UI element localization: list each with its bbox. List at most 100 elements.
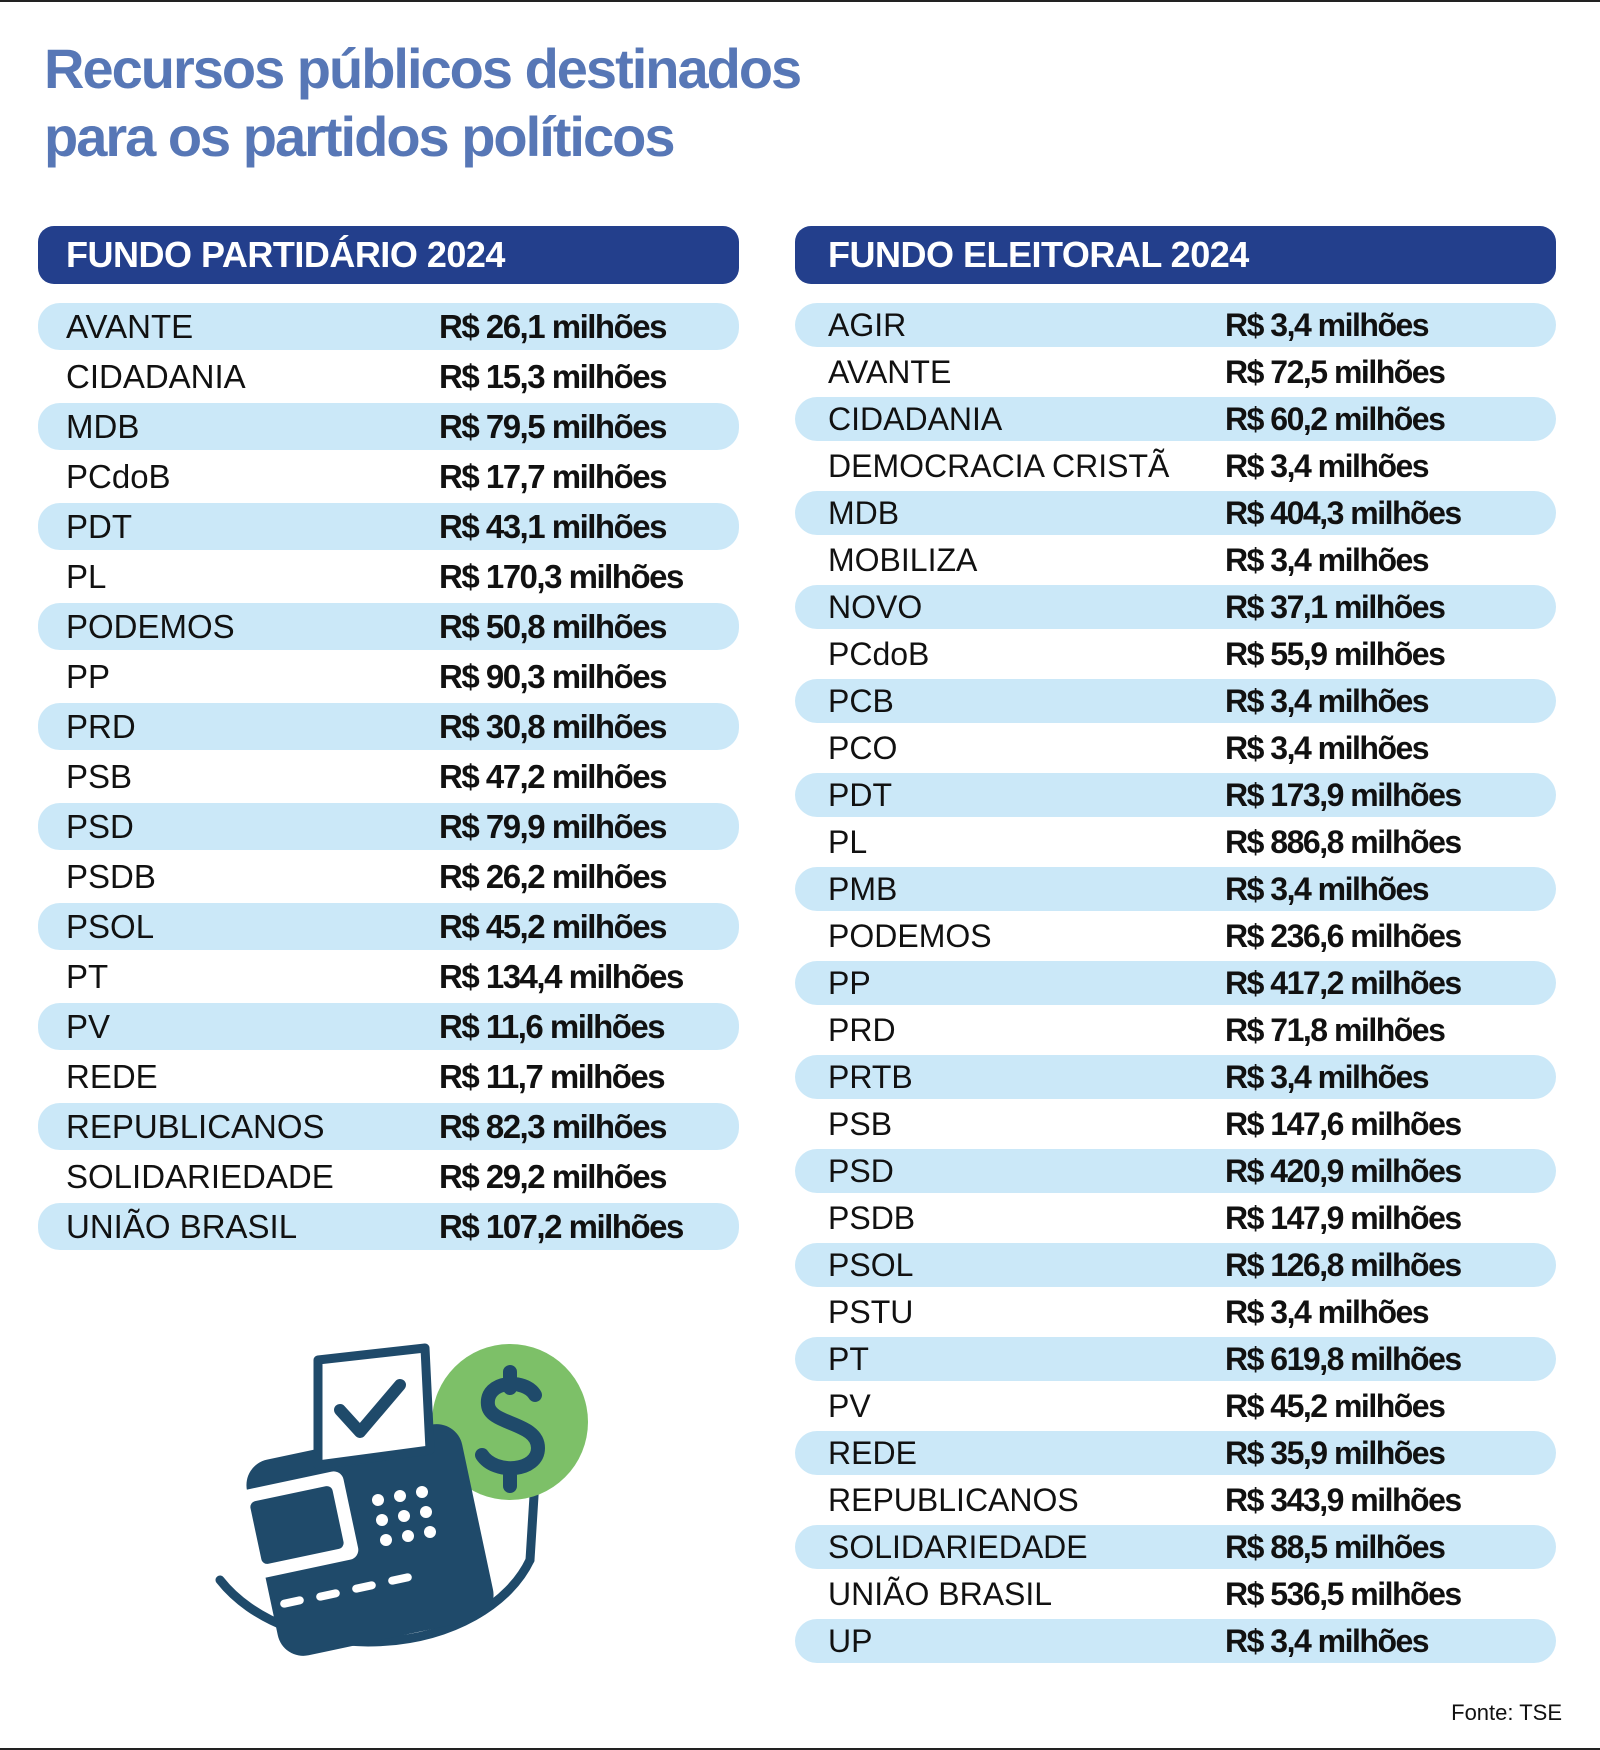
amount: R$ 79,9 milhões — [439, 808, 667, 845]
party-name: PSDB — [828, 1200, 916, 1236]
party-name: AGIR — [828, 307, 907, 343]
table-row: PODEMOS R$ 236,6 milhões — [795, 914, 1556, 958]
table-row: PSB R$ 47,2 milhões — [38, 753, 739, 800]
amount: R$ 343,9 milhões — [1225, 1482, 1462, 1518]
party-name: PSTU — [828, 1294, 914, 1330]
amount: R$ 417,2 milhões — [1225, 965, 1462, 1001]
table-row: PDT R$ 173,9 milhões — [795, 773, 1556, 817]
amount: R$ 536,5 milhões — [1225, 1576, 1462, 1612]
ballot-icon — [215, 1343, 588, 1656]
table-row: PSTU R$ 3,4 milhões — [795, 1290, 1556, 1334]
amount: R$ 55,9 milhões — [1225, 636, 1446, 672]
party-name: PMB — [828, 871, 898, 907]
party-name: PODEMOS — [828, 918, 992, 954]
table-row: PSOL R$ 126,8 milhões — [795, 1243, 1556, 1287]
amount: R$ 3,4 milhões — [1225, 542, 1430, 578]
table-row: UNIÃO BRASIL R$ 536,5 milhões — [795, 1572, 1556, 1616]
title-line: Recursos públicos destinados — [44, 37, 802, 100]
table-row: PL R$ 170,3 milhões — [38, 553, 739, 600]
amount: R$ 50,8 milhões — [439, 608, 667, 645]
party-name: PDT — [828, 777, 892, 813]
amount: R$ 26,2 milhões — [439, 858, 667, 895]
table-row: SOLIDARIEDADE R$ 29,2 milhões — [38, 1153, 739, 1200]
party-name: DEMOCRACIA CRISTÃ — [828, 448, 1170, 484]
table-row: NOVO R$ 37,1 milhões — [795, 585, 1556, 629]
table-row: PSD R$ 79,9 milhões — [38, 803, 739, 850]
party-name: PRD — [828, 1012, 896, 1048]
amount: R$ 3,4 milhões — [1225, 448, 1430, 484]
party-name: PSB — [828, 1106, 893, 1142]
party-name: PV — [828, 1388, 871, 1424]
amount: R$ 45,2 milhões — [439, 908, 667, 945]
party-name: NOVO — [828, 589, 923, 625]
table-row: CIDADANIA R$ 60,2 milhões — [795, 397, 1556, 441]
amount: R$ 3,4 milhões — [1225, 871, 1430, 907]
party-name: AVANTE — [66, 308, 194, 345]
amount: R$ 3,4 milhões — [1225, 307, 1430, 343]
amount: R$ 71,8 milhões — [1225, 1012, 1446, 1048]
amount: R$ 886,8 milhões — [1225, 824, 1462, 860]
amount: R$ 43,1 milhões — [439, 508, 667, 545]
table-row: UP R$ 3,4 milhões — [795, 1619, 1556, 1663]
party-name: REPUBLICANOS — [66, 1108, 325, 1145]
party-name: REDE — [66, 1058, 158, 1095]
party-name: PRTB — [828, 1059, 913, 1095]
amount: R$ 147,6 milhões — [1225, 1106, 1462, 1142]
amount: R$ 236,6 milhões — [1225, 918, 1462, 954]
table-header: FUNDO PARTIDÁRIO 2024 — [38, 226, 739, 284]
amount: R$ 88,5 milhões — [1225, 1529, 1446, 1565]
party-name: MDB — [828, 495, 900, 531]
amount: R$ 17,7 milhões — [439, 458, 667, 495]
table-row: PCdoB R$ 17,7 milhões — [38, 453, 739, 500]
amount: R$ 30,8 milhões — [439, 708, 667, 745]
party-name: SOLIDARIEDADE — [828, 1529, 1088, 1565]
party-name: PSOL — [828, 1247, 914, 1283]
table-row: PRD R$ 30,8 milhões — [38, 703, 739, 750]
party-name: UP — [828, 1623, 873, 1659]
amount: R$ 173,9 milhões — [1225, 777, 1462, 813]
party-name: REDE — [828, 1435, 917, 1471]
source-note: Fonte: TSE — [1451, 1700, 1562, 1725]
table-row: REDE R$ 11,7 milhões — [38, 1053, 739, 1100]
party-name: SOLIDARIEDADE — [66, 1158, 334, 1195]
amount: R$ 35,9 milhões — [1225, 1435, 1446, 1471]
table-row: PCB R$ 3,4 milhões — [795, 679, 1556, 723]
amount: R$ 404,3 milhões — [1225, 495, 1462, 531]
amount: R$ 11,6 milhões — [439, 1008, 666, 1045]
table-row: PCO R$ 3,4 milhões — [795, 726, 1556, 770]
amount: R$ 420,9 milhões — [1225, 1153, 1462, 1189]
table-row: PP R$ 417,2 milhões — [795, 961, 1556, 1005]
table-row: AVANTE R$ 26,1 milhões — [38, 303, 739, 350]
table-row: AGIR R$ 3,4 milhões — [795, 303, 1556, 347]
party-name: UNIÃO BRASIL — [66, 1208, 298, 1245]
table-row: PSDB R$ 147,9 milhões — [795, 1196, 1556, 1240]
amount: R$ 47,2 milhões — [439, 758, 667, 795]
amount: R$ 619,8 milhões — [1225, 1341, 1462, 1377]
party-name: PL — [66, 558, 107, 595]
table-row: PV R$ 45,2 milhões — [795, 1384, 1556, 1428]
party-name: CIDADANIA — [828, 401, 1003, 437]
table-row: CIDADANIA R$ 15,3 milhões — [38, 353, 739, 400]
amount: R$ 3,4 milhões — [1225, 1294, 1430, 1330]
amount: R$ 90,3 milhões — [439, 658, 667, 695]
party-name: PSOL — [66, 908, 155, 945]
amount: R$ 126,8 milhões — [1225, 1247, 1462, 1283]
party-name: REPUBLICANOS — [828, 1482, 1079, 1518]
table-row: PSOL R$ 45,2 milhões — [38, 903, 739, 950]
amount: R$ 11,7 milhões — [439, 1058, 666, 1095]
title-line: para os partidos políticos — [44, 105, 675, 168]
party-name: PP — [828, 965, 871, 1001]
amount: R$ 3,4 milhões — [1225, 730, 1430, 766]
party-name: PL — [828, 824, 868, 860]
amount: R$ 26,1 milhões — [439, 308, 667, 345]
table-row: PL R$ 886,8 milhões — [795, 820, 1556, 864]
table-row: REDE R$ 35,9 milhões — [795, 1431, 1556, 1475]
party-name: AVANTE — [828, 354, 952, 390]
table-row: REPUBLICANOS R$ 82,3 milhões — [38, 1103, 739, 1150]
table-row: PSD R$ 420,9 milhões — [795, 1149, 1556, 1193]
party-name: MOBILIZA — [828, 542, 978, 578]
amount: R$ 60,2 milhões — [1225, 401, 1446, 437]
table-row: PRTB R$ 3,4 milhões — [795, 1055, 1556, 1099]
table-row: PSDB R$ 26,2 milhões — [38, 853, 739, 900]
